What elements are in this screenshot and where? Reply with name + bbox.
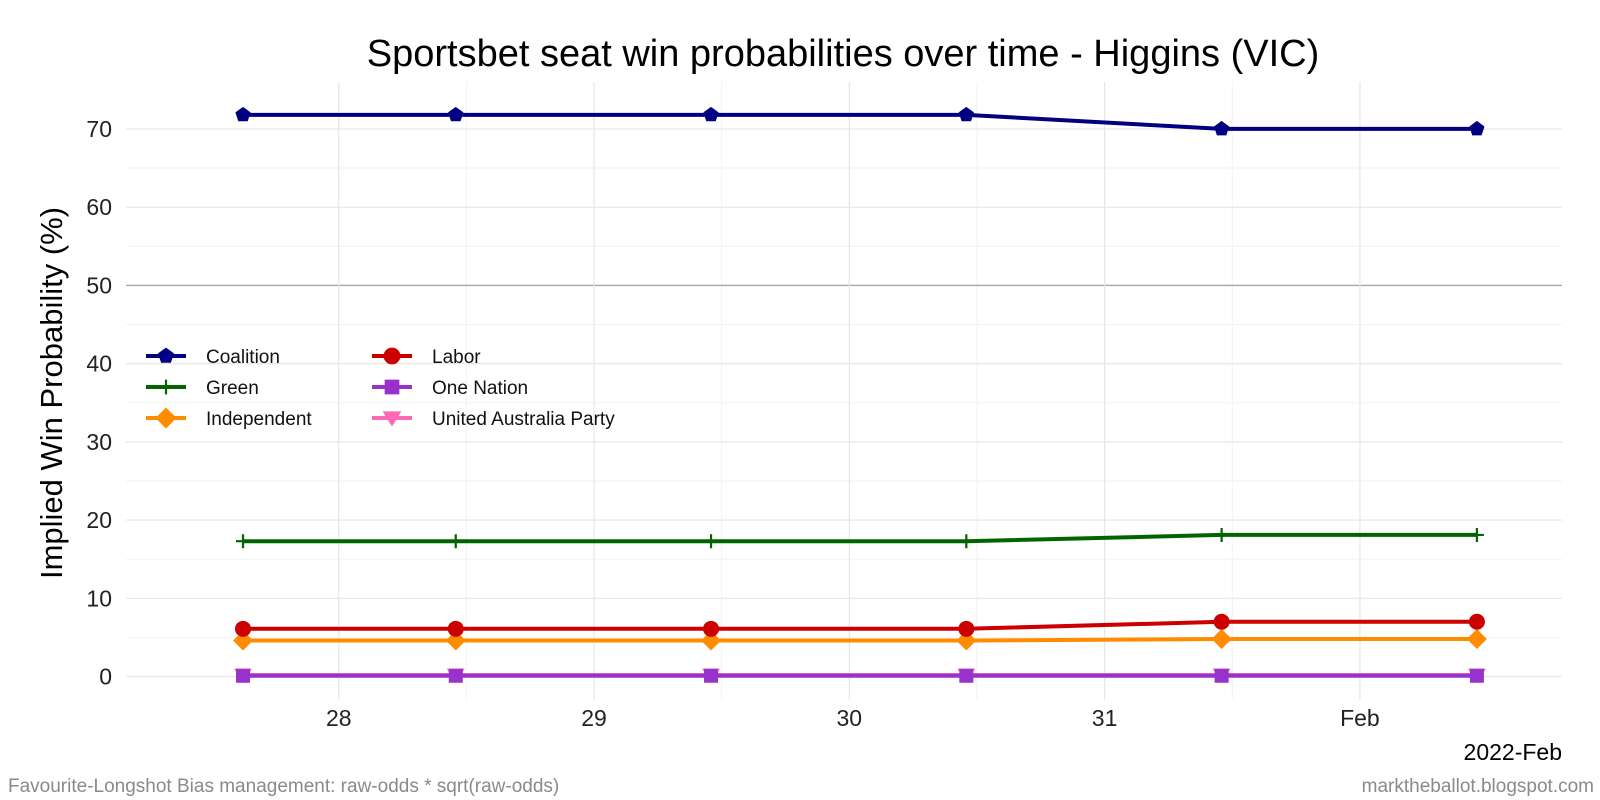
legend-item: United Australia Party: [372, 409, 615, 430]
data-point: [958, 106, 974, 122]
legend-label: Labor: [432, 347, 481, 368]
data-point: [1213, 613, 1230, 630]
caption-left: Favourite-Longshot Bias management: raw-…: [8, 776, 559, 797]
legend-label: Coalition: [206, 347, 280, 368]
data-point: [959, 534, 974, 549]
data-point: [1214, 527, 1229, 542]
data-point: [704, 668, 719, 683]
legend-label: Independent: [206, 409, 312, 430]
series-labor: [235, 613, 1485, 637]
series-coalition: [235, 106, 1485, 136]
series-one-nation: [236, 668, 1484, 683]
data-point: [1466, 628, 1487, 649]
x-axis-period-label: 2022-Feb: [1464, 739, 1562, 765]
data-point: [383, 347, 401, 365]
data-point: [1468, 613, 1485, 630]
y-tick-label: 0: [99, 664, 112, 690]
legend-item: One Nation: [372, 378, 528, 399]
data-point: [384, 379, 400, 395]
data-point: [158, 379, 174, 395]
data-point: [1214, 120, 1230, 136]
data-point: [959, 668, 974, 683]
series-independent: [233, 628, 1487, 651]
legend-item: Labor: [372, 347, 481, 368]
x-tick-label: 31: [1092, 705, 1118, 731]
data-point: [1469, 527, 1484, 542]
legend-item: Coalition: [146, 347, 280, 368]
data-point: [447, 620, 464, 637]
y-tick-label: 10: [86, 585, 112, 611]
grid: [126, 82, 1562, 700]
data-point: [704, 534, 719, 549]
data-point: [1214, 668, 1229, 683]
y-tick-label: 60: [86, 194, 112, 220]
data-point: [1469, 120, 1485, 136]
caption-right: marktheballot.blogspot.com: [1362, 776, 1594, 797]
data-point: [448, 534, 463, 549]
data-point: [448, 106, 464, 122]
data-point: [1469, 668, 1484, 683]
y-tick-label: 40: [86, 351, 112, 377]
y-tick-label: 30: [86, 429, 112, 455]
legend: Coalition Labor Green One Nation Independent…: [146, 347, 615, 430]
y-tick-label: 70: [86, 116, 112, 142]
series-line: [243, 637, 1477, 643]
data-point: [382, 411, 402, 427]
data-point: [956, 630, 977, 651]
series-line: [243, 619, 1477, 631]
series: [233, 106, 1487, 684]
x-axis-ticks: 28 29 30 31 Feb: [326, 705, 1380, 731]
data-point: [445, 630, 466, 651]
series-line: [243, 112, 1477, 131]
y-tick-label: 50: [86, 272, 112, 298]
data-point: [233, 630, 254, 651]
data-point: [236, 534, 251, 549]
data-point: [703, 620, 720, 637]
data-point: [701, 630, 722, 651]
data-point: [703, 106, 719, 122]
legend-item: Independent: [146, 407, 312, 430]
x-tick-label: Feb: [1340, 705, 1380, 731]
x-tick-label: 28: [326, 705, 352, 731]
x-tick-label: 30: [837, 705, 863, 731]
data-point: [1211, 628, 1232, 649]
y-axis-ticks: 0 10 20 30 40 50 60 70: [86, 116, 112, 690]
x-tick-label: 29: [581, 705, 607, 731]
legend-item: Green: [146, 378, 259, 399]
data-point: [235, 106, 251, 122]
y-axis-label: Implied Win Probability (%): [34, 207, 69, 579]
data-point: [235, 620, 252, 637]
series-line: [243, 532, 1477, 544]
legend-label: Green: [206, 378, 259, 399]
series-green: [236, 527, 1484, 549]
data-point: [236, 668, 251, 683]
data-point: [158, 347, 174, 363]
legend-label: One Nation: [432, 378, 528, 399]
y-tick-label: 20: [86, 507, 112, 533]
data-point: [958, 620, 975, 637]
chart-title: Sportsbet seat win probabilities over ti…: [367, 33, 1320, 75]
data-point: [448, 668, 463, 683]
data-point: [155, 407, 177, 429]
legend-label: United Australia Party: [432, 409, 615, 430]
